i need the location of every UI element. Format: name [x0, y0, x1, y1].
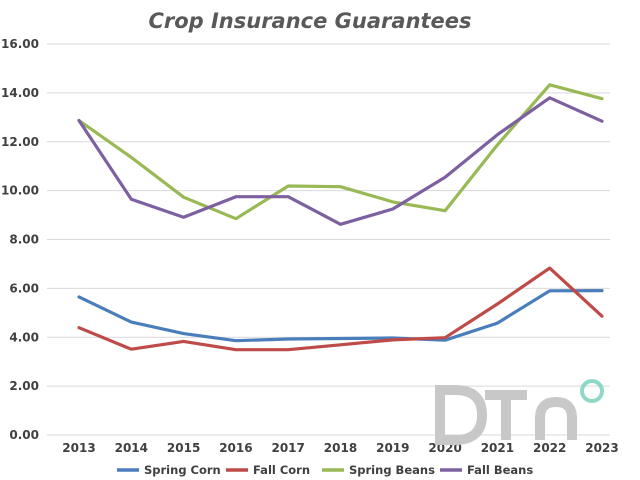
- series-line-spring-corn: [77, 289, 604, 343]
- y-tick-label: 10.00: [1, 184, 39, 198]
- series-line-spring-beans: [77, 83, 604, 221]
- legend-label: Spring Beans: [349, 463, 435, 477]
- x-tick-label: 2022: [533, 441, 566, 455]
- gridlines: [47, 43, 610, 436]
- y-tick-label: 14.00: [1, 86, 39, 100]
- x-tick-label: 2015: [167, 441, 200, 455]
- x-tick-label: 2021: [481, 441, 514, 455]
- legend-label: Fall Beans: [467, 463, 533, 477]
- legend-label: Fall Corn: [253, 463, 310, 477]
- x-tick-label: 2018: [324, 441, 357, 455]
- y-tick-label: 2.00: [9, 379, 39, 393]
- x-tick-label: 2013: [62, 441, 95, 455]
- x-tick-label: 2017: [271, 441, 304, 455]
- x-axis-ticks: 2013 2014 2015 2016 2017 2018 2019 2020 2021 2022…: [62, 441, 618, 455]
- legend-label: Spring Corn: [144, 463, 221, 477]
- series-line-fall-beans: [77, 96, 604, 226]
- x-tick-label: 2016: [219, 441, 252, 455]
- y-tick-label: 6.00: [9, 281, 39, 295]
- series-line-fall-corn: [77, 266, 604, 352]
- chart-title: Crop Insurance Guarantees: [148, 9, 471, 33]
- y-axis-ticks: 0.00 2.00 4.00 6.00 8.00 10.00 12.00 14.00 16.00: [1, 37, 39, 442]
- y-tick-label: 8.00: [9, 233, 39, 247]
- y-tick-label: 4.00: [9, 330, 39, 344]
- series-lines: [77, 83, 604, 352]
- legend: Spring Corn Fall Corn Spring Beans Fall Bea…: [117, 463, 533, 477]
- dtn-logo-watermark: [435, 379, 604, 445]
- y-tick-label: 16.00: [1, 37, 39, 51]
- x-tick-label: 2023: [585, 441, 618, 455]
- y-tick-label: 0.00: [9, 428, 39, 442]
- x-tick-label: 2019: [376, 441, 409, 455]
- y-tick-label: 12.00: [1, 135, 39, 149]
- x-tick-label: 2014: [115, 441, 148, 455]
